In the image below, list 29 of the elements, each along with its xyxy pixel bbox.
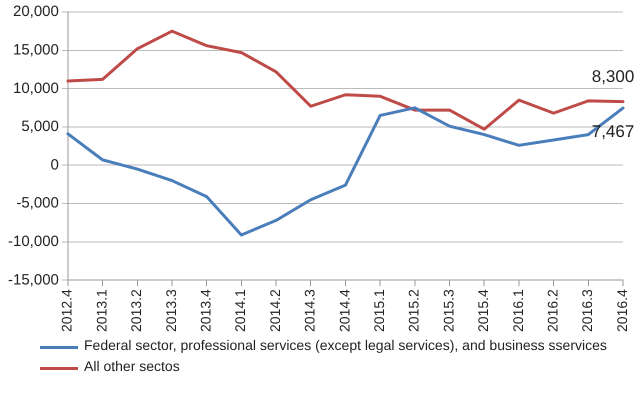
y-tick-label: 0 <box>50 156 59 174</box>
legend-label: Federal sector, professional services (except legal services), and business sservices <box>84 337 607 353</box>
x-tick-label: 2015.3 <box>440 288 456 332</box>
x-tick-label: 2016.3 <box>579 288 596 332</box>
x-tick-label: 2013.4 <box>198 288 214 332</box>
x-tick-label: 2016.1 <box>510 288 526 332</box>
y-tick-label: 5,000 <box>21 118 59 136</box>
x-tick-label: 2012.4 <box>58 288 75 332</box>
x-tick-label: 2013.2 <box>128 288 144 332</box>
x-tick-label: 2014.3 <box>302 288 318 332</box>
x-tick-label: 2016.2 <box>544 288 560 332</box>
x-tick-label: 2016.4 <box>614 288 630 332</box>
y-tick-label: -5,000 <box>16 194 59 212</box>
y-tick-label: 10,000 <box>12 80 59 97</box>
data-label: 7,467 <box>592 122 634 142</box>
x-tick-label: 2013.3 <box>162 288 179 332</box>
legend-label: All other sectos <box>84 358 180 374</box>
y-tick-label: -10,000 <box>8 233 59 250</box>
y-tick-label: 15,000 <box>12 41 59 58</box>
x-tick-label: 2015.4 <box>475 288 492 332</box>
x-tick-label: 2014.4 <box>336 288 352 332</box>
x-tick-label: 2014.1 <box>232 288 248 332</box>
y-tick-label: 20,000 <box>12 3 59 20</box>
x-tick-label: 2015.1 <box>370 288 387 332</box>
x-tick-label: 2015.2 <box>406 288 422 332</box>
x-tick-label: 2013.1 <box>93 288 110 332</box>
x-tick-label: 2014.2 <box>266 288 283 332</box>
y-tick-label: -15,000 <box>8 271 59 288</box>
data-label: 8,300 <box>592 66 634 86</box>
